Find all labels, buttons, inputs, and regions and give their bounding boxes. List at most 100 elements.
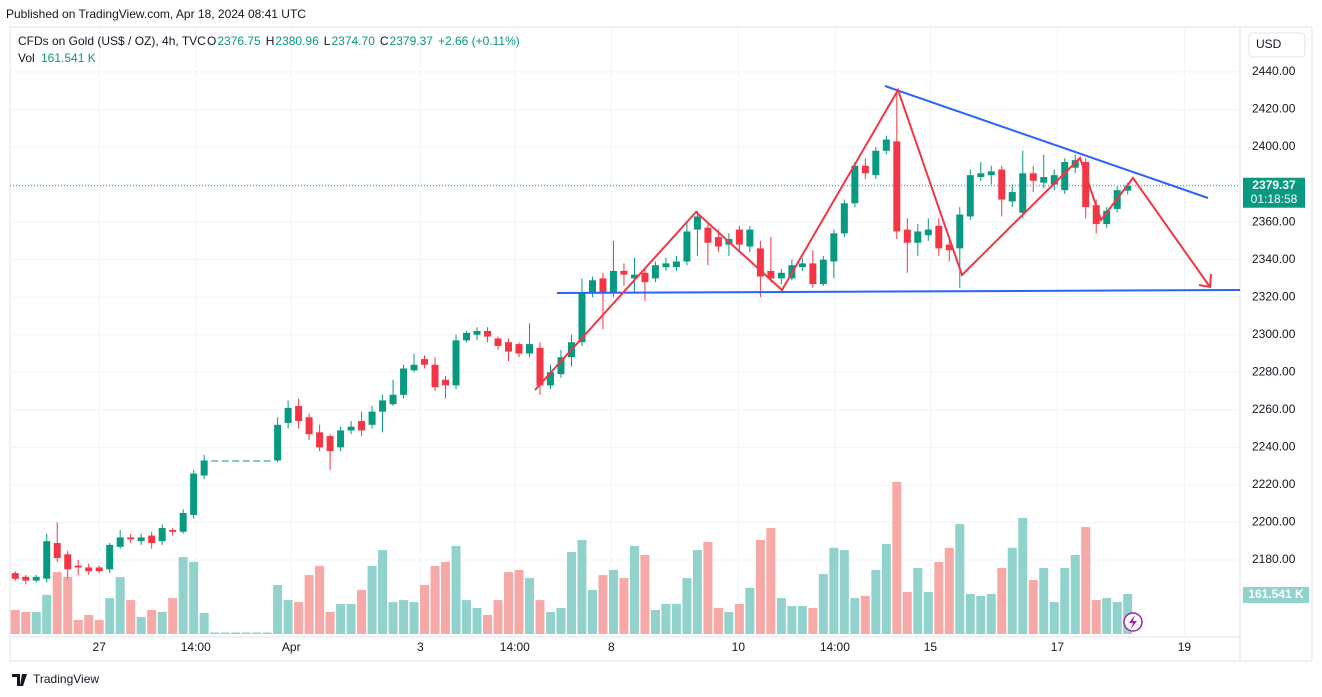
footer-logo: TradingView xyxy=(12,672,99,686)
volume-bar xyxy=(189,561,199,634)
candle-body xyxy=(85,567,93,572)
volume-bar xyxy=(997,567,1007,634)
volume-bar xyxy=(713,608,723,634)
candle-body xyxy=(263,460,271,462)
candle-body xyxy=(358,421,366,431)
x-tick-label: 14:00 xyxy=(500,640,530,654)
candle-body xyxy=(232,460,240,462)
volume-bar xyxy=(535,600,545,634)
candle-body xyxy=(221,460,229,462)
volume-bar xyxy=(273,584,283,634)
volume-bar xyxy=(430,565,440,634)
volume-bar xyxy=(493,600,503,634)
y-tick-label: 2300.00 xyxy=(1252,327,1296,341)
volume-bar xyxy=(31,611,41,634)
candle-body xyxy=(211,460,219,462)
volume-bar xyxy=(871,569,881,634)
candle-body xyxy=(53,543,61,559)
candle-body xyxy=(484,330,492,337)
volume-tag xyxy=(1243,587,1309,604)
volume-bar xyxy=(976,595,986,634)
volume-bar xyxy=(1081,527,1091,634)
candle-body xyxy=(421,359,429,365)
volume-bar xyxy=(462,600,472,634)
candle-body xyxy=(1092,205,1100,224)
volume-bar xyxy=(262,632,272,634)
volume-bar xyxy=(136,616,146,634)
candle-body xyxy=(316,432,324,448)
volume-bar xyxy=(451,545,461,634)
volume-bar xyxy=(367,565,377,634)
candle-body xyxy=(630,274,638,279)
volume-indicator-icon[interactable] xyxy=(1123,612,1143,632)
y-tick-label: 2260.00 xyxy=(1252,402,1296,416)
candle-body xyxy=(977,173,985,178)
volume-bar xyxy=(325,611,335,634)
volume-bar xyxy=(409,602,419,634)
candle-body xyxy=(158,528,166,542)
volume-bar xyxy=(965,593,975,634)
volume-bar xyxy=(839,550,849,634)
candle-body xyxy=(693,216,701,230)
volume-bar xyxy=(441,561,451,634)
volume-bar xyxy=(619,578,629,634)
volume-bar xyxy=(913,567,923,634)
volume-bar xyxy=(682,578,692,634)
candle-body xyxy=(882,139,890,151)
candle-body xyxy=(116,537,124,547)
currency-button[interactable]: USD xyxy=(1248,32,1306,58)
volume-bar xyxy=(650,609,660,634)
volume-bar xyxy=(168,598,178,634)
volume-bar xyxy=(1070,555,1080,634)
candle-body xyxy=(851,165,859,204)
y-tick-label: 2200.00 xyxy=(1252,515,1296,529)
grid xyxy=(10,28,1240,637)
candle-body xyxy=(557,357,565,375)
ohlc-key: H xyxy=(266,34,275,48)
ohlc-value: 2376.75 xyxy=(217,34,261,48)
volume-bar xyxy=(84,614,94,634)
legend: CFDs on Gold (US$ / OZ), 4h, TVC Vol 161… xyxy=(18,34,520,65)
volume-bar xyxy=(73,619,83,634)
volume-bar xyxy=(10,609,20,634)
volume-bar xyxy=(955,524,965,634)
candle-body xyxy=(1019,173,1027,213)
candle-body xyxy=(1029,173,1037,181)
volume-bar xyxy=(986,593,996,634)
volume-bar xyxy=(315,565,325,634)
volume-bar xyxy=(346,604,356,634)
volume-bar xyxy=(577,539,587,634)
candle-body xyxy=(368,411,376,425)
candle-body xyxy=(819,259,827,285)
candle-body xyxy=(400,368,408,395)
volume-bar xyxy=(105,598,115,634)
symbol-title: CFDs on Gold (US$ / OZ), 4h, TVC xyxy=(18,34,206,48)
candle-body xyxy=(347,426,355,431)
volume-bar xyxy=(556,608,566,634)
volume-bar xyxy=(472,608,482,634)
candle-body xyxy=(546,372,554,386)
volume-bar xyxy=(944,547,954,634)
candle-body xyxy=(966,175,974,217)
candle-body xyxy=(620,270,628,275)
candle-body xyxy=(1124,185,1132,191)
ohlc-key: L xyxy=(324,34,331,48)
candle-body xyxy=(505,342,513,352)
candle-body xyxy=(683,231,691,262)
volume-bar xyxy=(608,569,618,634)
volume-bar xyxy=(399,600,409,634)
drawings xyxy=(534,85,1241,391)
candle-body xyxy=(945,244,953,251)
footer-text: TradingView xyxy=(33,672,99,686)
candle-body xyxy=(893,141,901,232)
candle-body xyxy=(1008,192,1016,202)
candle-body xyxy=(32,576,40,581)
candle-body xyxy=(704,227,712,243)
candle-body xyxy=(1082,162,1090,208)
volume-bar xyxy=(252,632,262,634)
volume-bar xyxy=(787,606,797,634)
arrow-head xyxy=(1198,273,1212,289)
volume-bar xyxy=(1060,567,1070,634)
volume-bar xyxy=(1112,602,1122,634)
